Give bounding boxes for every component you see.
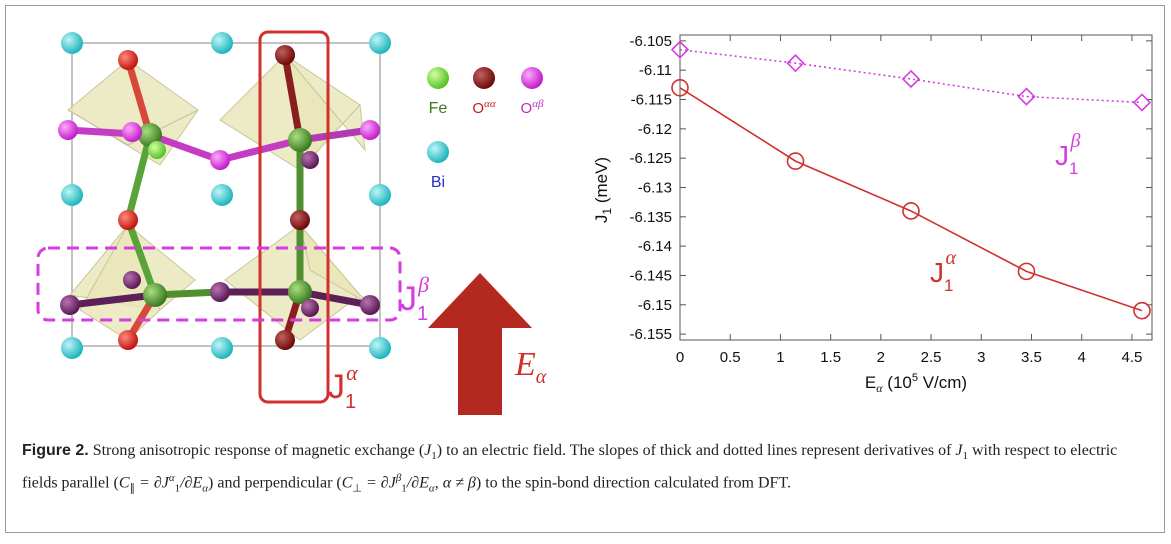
atom-legend: Fe Oαα Oαβ Bi [427,67,544,191]
bi-atom [61,184,83,206]
bi-atom [211,337,233,359]
y-tick-label: -6.14 [638,238,672,255]
o-ab-atom [60,295,80,315]
o-aa-atom [118,330,138,350]
caption-text-5: ) to the spin-bond direction calculated … [476,475,791,492]
bi-atom [61,32,83,54]
o-ab-legend-label: Oαβ [521,98,544,117]
x-axis-label: Eα (105 V/cm) [865,372,967,395]
j-alpha-series-label: J1α [930,247,956,295]
bi-atom [61,337,83,359]
o-ab-atom [301,299,319,317]
x-tick-label: 3 [977,349,985,366]
y-axis-label: J1 (meV) [592,157,614,223]
x-tick-label: 3.5 [1021,349,1042,366]
crystal-structure-diagram: J1α J1β Eα Fe Oαα Oαβ Bi [10,10,570,420]
j-alpha-data-point [1134,303,1150,319]
y-tick-label: -6.13 [638,180,672,197]
o-aa-atom [290,210,310,230]
j-beta-data-point [903,71,919,87]
caption-text-4: ) and perpendicular ( [208,475,342,492]
bi-atom [369,337,391,359]
o-ab-atom [360,120,380,140]
x-tick-label: 2.5 [921,349,942,366]
bi-legend-icon [427,141,449,163]
o-ab-atom [58,120,78,140]
y-tick-label: -6.105 [629,33,672,50]
o-ab-atom [301,151,319,169]
y-tick-label: -6.135 [629,209,672,226]
o-aa-atom [275,45,295,65]
o-aa-legend-icon [473,67,495,89]
caption-c-perp: C [342,475,353,492]
x-tick-label: 2 [877,349,885,366]
o-aa-legend-label: Oαα [472,98,495,117]
caption-label: Figure 2. [22,442,89,459]
j-alpha-label: J1α [328,360,358,413]
caption-eq-par: = ∂J [135,475,169,492]
caption-eq-perp-den: /∂E [407,475,429,492]
plot-frame [680,35,1152,340]
o-ab-atom [210,282,230,302]
j-beta-label: J1β [400,272,429,325]
fe-atom [143,283,167,307]
exchange-chart-panel: 0 0.5 1 1.5 2 2.5 3 3.5 4 4.5 -6.105 -6.11 -6.115 -6… [585,10,1165,405]
electric-field-arrow [428,273,532,415]
caption-text-1: Strong anisotropic response of magnetic … [89,442,424,459]
o-ab-atom [360,295,380,315]
caption-c-par: C [119,475,130,492]
x-tick-label: 4 [1078,349,1086,366]
o-aa-atom [118,210,138,230]
caption-eq-perp-cond: , α ≠ β [435,475,476,492]
y-tick-label: -6.115 [631,92,672,109]
fe-atom [288,128,312,152]
electric-field-label: Eα [514,346,547,388]
j-beta-series-label: J1β [1055,130,1080,178]
y-tick-label: -6.155 [629,326,672,343]
fe-atom [148,141,166,159]
crystal-structure-panel: J1α J1β Eα Fe Oαα Oαβ Bi [10,10,570,420]
o-ab-legend-icon [521,67,543,89]
j-beta-series-line [680,50,1142,103]
figure-caption: Figure 2. Strong anisotropic response of… [22,440,1152,500]
x-tick-label: 0 [676,349,684,366]
series-layer [672,42,1150,319]
x-tick-label: 0.5 [720,349,741,366]
caption-text-2: ) to an electric field. The slopes of th… [437,442,956,459]
fe-legend-label: Fe [429,100,448,117]
o-ab-atom [210,150,230,170]
exchange-vs-field-chart: 0 0.5 1 1.5 2 2.5 3 3.5 4 4.5 -6.105-6.11-6.115-6… [585,10,1165,405]
caption-eq-perp: = ∂J [362,475,396,492]
y-tick-label: -6.145 [629,267,672,284]
caption-eq-par-den: /∂E [180,475,202,492]
bi-atom [211,32,233,54]
j-beta-data-point [1134,94,1150,110]
fe-legend-icon [427,67,449,89]
x-tick-label: 1 [776,349,784,366]
bi-legend-label: Bi [431,174,445,191]
o-aa-atom [275,330,295,350]
bi-atom [369,184,391,206]
j-alpha-series-line [680,88,1142,311]
y-tick-label: -6.125 [629,150,672,167]
caption-j-2: J [955,442,962,459]
x-tick-label: 4.5 [1121,349,1142,366]
o-ab-atom [123,271,141,289]
y-tick-label: -6.15 [638,297,672,314]
bi-atom [369,32,391,54]
o-ab-atom [122,122,142,142]
y-axis-ticks: -6.105 -6.11 -6.115 -6.12 -6.125 -6.13 -6.135 -… [629,33,1152,343]
y-tick-label: -6.12 [638,121,672,138]
y-tick-label: -6.11 [639,62,672,79]
bi-atom [211,184,233,206]
x-tick-label: 1.5 [820,349,841,366]
caption-c-perp-sub: ⊥ [352,483,362,495]
o-aa-atom [118,50,138,70]
